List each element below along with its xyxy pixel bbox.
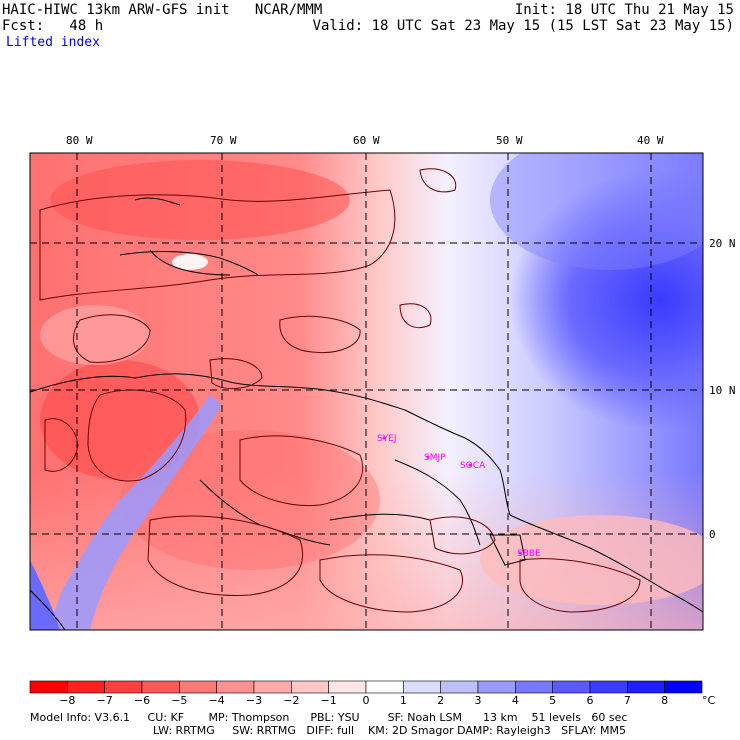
valid-time: Valid: 18 UTC Sat 23 May 15 (15 LST Sat … xyxy=(312,18,734,34)
colorbar-tick: −3 xyxy=(245,694,263,707)
colorbar-tick: −1 xyxy=(320,694,337,707)
station-label-smjp: SMJP xyxy=(424,453,446,463)
product-title: HAIC-HIWC 13km ARW-GFS init NCAR/MMM xyxy=(2,2,323,18)
colorbar-tick: 5 xyxy=(549,694,557,707)
station-markers xyxy=(382,436,522,555)
colorbar-swatch xyxy=(515,680,553,694)
init-time: Init: 18 UTC Thu 21 May 15 xyxy=(514,2,734,18)
colorbar-tick: −5 xyxy=(171,694,188,707)
colorbar-swatch xyxy=(589,680,628,694)
lat-label: 20 N xyxy=(709,237,736,250)
colorbar-tick: 6 xyxy=(586,694,594,707)
colorbar-swatch xyxy=(552,680,591,694)
colorbar-unit: °C xyxy=(702,694,716,707)
colorbar-swatch xyxy=(104,680,143,694)
lon-label: 40 W xyxy=(637,134,664,147)
colorbar-tick: 3 xyxy=(474,694,482,707)
colorbar-tick: −7 xyxy=(96,694,113,707)
colorbar-tick: −2 xyxy=(283,694,300,707)
colorbar-swatch xyxy=(67,680,105,694)
coastlines xyxy=(30,197,703,630)
lon-label: 50 W xyxy=(496,134,523,147)
lon-label: 80 W xyxy=(66,134,93,147)
lon-label: 70 W xyxy=(210,134,237,147)
colorbar-swatch xyxy=(365,680,404,694)
model-info-line1: Model Info: V3.6.1 CU: KF MP: Thompson P… xyxy=(30,711,628,724)
map-field xyxy=(30,153,703,630)
colorbar-tick: −6 xyxy=(133,694,151,707)
station-label-sbbe: SBBE xyxy=(517,549,541,559)
colorbar-swatch xyxy=(440,680,479,694)
graticule xyxy=(30,153,703,630)
colorbar-swatch xyxy=(664,680,703,694)
colorbar-swatch xyxy=(141,680,180,694)
colorbar-swatch xyxy=(291,680,329,694)
map-frame xyxy=(29,152,704,631)
colorbar-tick: 1 xyxy=(399,694,407,707)
colorbar-swatch xyxy=(179,680,217,694)
colorbar-tick: 8 xyxy=(661,694,669,707)
forecast-hour: Fcst: 48 h xyxy=(2,18,104,34)
lat-label: 10 N xyxy=(709,384,736,397)
colorbar-swatch xyxy=(253,680,292,694)
colorbar-tick: 7 xyxy=(623,694,631,707)
colorbar-swatch xyxy=(29,680,68,694)
colorbar-tick: 4 xyxy=(511,694,519,707)
li-contours xyxy=(39,168,641,613)
colorbar-swatch xyxy=(477,680,516,694)
lon-label: 60 W xyxy=(353,134,380,147)
model-info-line2: LW: RRTMG SW: RRTMG DIFF: full KM: 2D Sm… xyxy=(153,724,626,737)
colorbar-tick: 2 xyxy=(437,694,445,707)
station-label-syej: SYEJ xyxy=(377,434,397,444)
colorbar-tick: −8 xyxy=(59,694,76,707)
colorbar-swatch xyxy=(403,680,441,694)
colorbar xyxy=(29,680,703,694)
colorbar-tick: −4 xyxy=(208,694,225,707)
colorbar-swatch xyxy=(216,680,255,694)
colorbar-tick: 0 xyxy=(362,694,370,707)
station-label-soca: SOCA xyxy=(460,461,486,471)
colorbar-swatch xyxy=(328,680,367,694)
field-name: Lifted index xyxy=(6,35,100,50)
colorbar-swatch xyxy=(627,680,665,694)
lat-label: 0 xyxy=(709,528,716,541)
